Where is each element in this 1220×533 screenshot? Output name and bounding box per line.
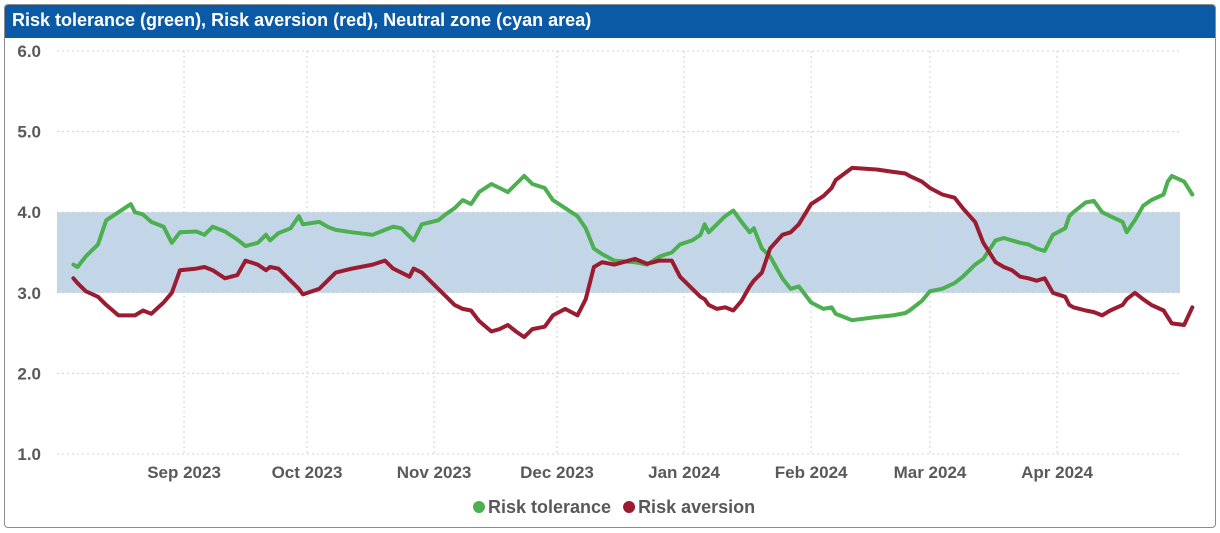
series-line-risk-aversion [71, 165, 1195, 340]
x-tick-label: Dec 2023 [520, 463, 594, 482]
x-tick-label: Apr 2024 [1021, 463, 1093, 482]
x-tick-label: Oct 2023 [272, 463, 343, 482]
legend-marker-risk-tolerance [473, 501, 485, 513]
y-tick-label: 2.0 [17, 364, 41, 383]
y-tick-label: 1.0 [17, 445, 41, 464]
x-tick-label: Feb 2024 [775, 463, 848, 482]
chart-title: Risk tolerance (green), Risk aversion (r… [12, 10, 592, 30]
y-tick-label: 3.0 [17, 284, 41, 303]
chart-panel: Risk tolerance (green), Risk aversion (r… [4, 4, 1216, 528]
x-tick-label: Jan 2024 [648, 463, 720, 482]
line-chart: 1.0 2.0 3.0 4.0 5.0 6.0 Sep 2023 Oct 2023 Nov 20… [17, 42, 1195, 517]
neutral-zone-band [57, 212, 1180, 293]
y-tick-label: 6.0 [17, 42, 41, 61]
legend-label-risk-aversion: Risk aversion [638, 497, 755, 517]
y-tick-label: 4.0 [17, 203, 41, 222]
y-tick-label: 5.0 [17, 123, 41, 142]
x-tick-label: Sep 2023 [147, 463, 221, 482]
legend-label-risk-tolerance: Risk tolerance [488, 497, 611, 517]
x-tick-label: Nov 2023 [397, 463, 472, 482]
chart-title-bar: Risk tolerance (green), Risk aversion (r… [5, 5, 1215, 38]
legend-marker-risk-aversion [623, 501, 636, 513]
x-tick-label: Mar 2024 [894, 463, 967, 482]
